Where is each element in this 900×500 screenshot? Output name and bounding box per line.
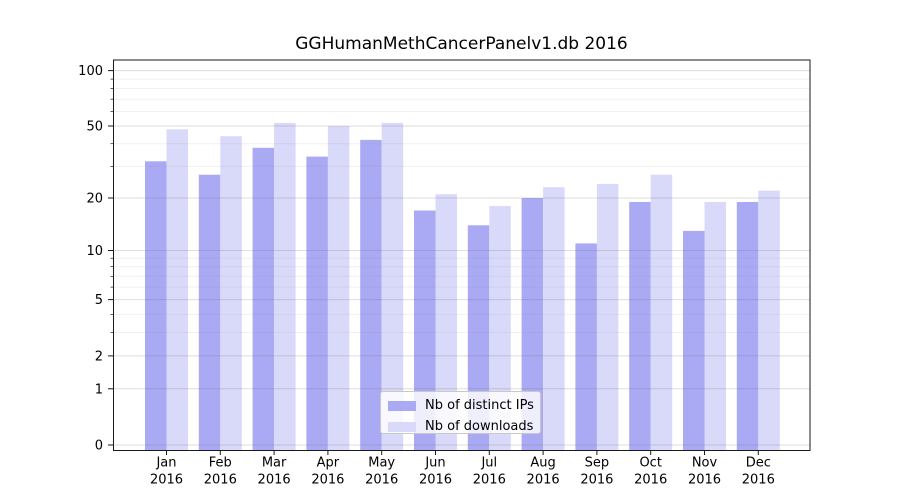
x-tick-label-year: 2016 xyxy=(473,473,506,488)
x-tick-label-year: 2016 xyxy=(258,473,291,488)
x-tick-label-year: 2016 xyxy=(580,473,613,488)
legend-label: Nb of distinct IPs xyxy=(425,398,534,413)
y-tick-label: 5 xyxy=(95,293,103,308)
x-tick-label-year: 2016 xyxy=(365,473,398,488)
bar-nb-of-downloads-jan xyxy=(166,129,188,451)
x-tick-label-year: 2016 xyxy=(742,473,775,488)
y-tick-label: 50 xyxy=(86,120,103,135)
bar-nb-of-distinct-ips-sep xyxy=(575,243,597,451)
legend-swatch-distinct-ips xyxy=(388,400,416,411)
y-tick-label: 2 xyxy=(95,349,103,364)
bar-nb-of-downloads-aug xyxy=(543,187,565,451)
bar-nb-of-downloads-jun xyxy=(435,194,457,451)
bar-nb-of-downloads-sep xyxy=(596,183,619,451)
y-tick-label: 100 xyxy=(78,64,103,79)
bar-nb-of-distinct-ips-nov xyxy=(683,230,705,451)
plot-border xyxy=(113,59,811,451)
legend-item: Nb of distinct IPs xyxy=(388,397,540,414)
legend-item: Nb of downloads xyxy=(388,418,540,435)
bar-nb-of-downloads-nov xyxy=(704,202,726,451)
legend-label: Nb of downloads xyxy=(425,419,534,434)
bar-nb-of-downloads-dec xyxy=(758,190,780,451)
legend: Nb of distinct IPs Nb of downloads xyxy=(380,391,541,434)
bar-nb-of-downloads-mar xyxy=(274,122,296,451)
y-tick-label: 1 xyxy=(95,382,103,397)
x-tick-label-month: Nov xyxy=(692,456,718,471)
bar-nb-of-downloads-oct xyxy=(650,174,673,451)
bar-nb-of-distinct-ips-dec xyxy=(736,202,759,451)
x-tick-label-year: 2016 xyxy=(634,473,667,488)
bar-nb-of-distinct-ips-may xyxy=(360,139,382,451)
x-tick-label-year: 2016 xyxy=(688,473,721,488)
bar-nb-of-distinct-ips-mar xyxy=(252,147,275,451)
x-tick-label-year: 2016 xyxy=(527,473,560,488)
bar-nb-of-distinct-ips-feb xyxy=(198,174,221,451)
bar-nb-of-distinct-ips-jan xyxy=(145,161,167,451)
x-tick-label-month: Oct xyxy=(639,456,661,471)
x-tick-label-month: Mar xyxy=(262,456,287,471)
bar-nb-of-downloads-may xyxy=(381,122,404,451)
bar-nb-of-distinct-ips-jun xyxy=(414,210,436,451)
x-tick-label-month: Aug xyxy=(530,456,555,471)
x-tick-label-month: Apr xyxy=(317,456,340,471)
x-tick-label-year: 2016 xyxy=(419,473,452,488)
y-tick-label: 10 xyxy=(86,244,103,259)
bar-nb-of-distinct-ips-aug xyxy=(521,198,544,451)
bar-nb-of-distinct-ips-oct xyxy=(629,202,651,451)
x-tick-label-month: Dec xyxy=(746,456,771,471)
x-tick-label-year: 2016 xyxy=(150,473,183,488)
legend-swatch-downloads xyxy=(388,421,416,432)
bar-nb-of-downloads-feb xyxy=(220,136,242,451)
chart-title: GGHumanMethCancerPanelv1.db 2016 xyxy=(295,34,628,54)
bar-nb-of-downloads-apr xyxy=(327,126,350,451)
bar-nb-of-distinct-ips-apr xyxy=(306,156,328,451)
x-tick-label-month: Jan xyxy=(155,456,176,471)
y-tick-label: 0 xyxy=(95,439,103,454)
x-tick-label-month: Jun xyxy=(424,456,445,471)
x-tick-label-month: Jul xyxy=(480,456,497,471)
x-tick-label-month: Sep xyxy=(585,456,610,471)
y-tick-label: 20 xyxy=(86,192,103,207)
bar-nb-of-downloads-jul xyxy=(489,206,511,451)
x-tick-label-year: 2016 xyxy=(204,473,237,488)
x-tick-label-month: May xyxy=(368,456,395,471)
x-tick-label-year: 2016 xyxy=(311,473,344,488)
x-tick-label-month: Feb xyxy=(209,456,232,471)
